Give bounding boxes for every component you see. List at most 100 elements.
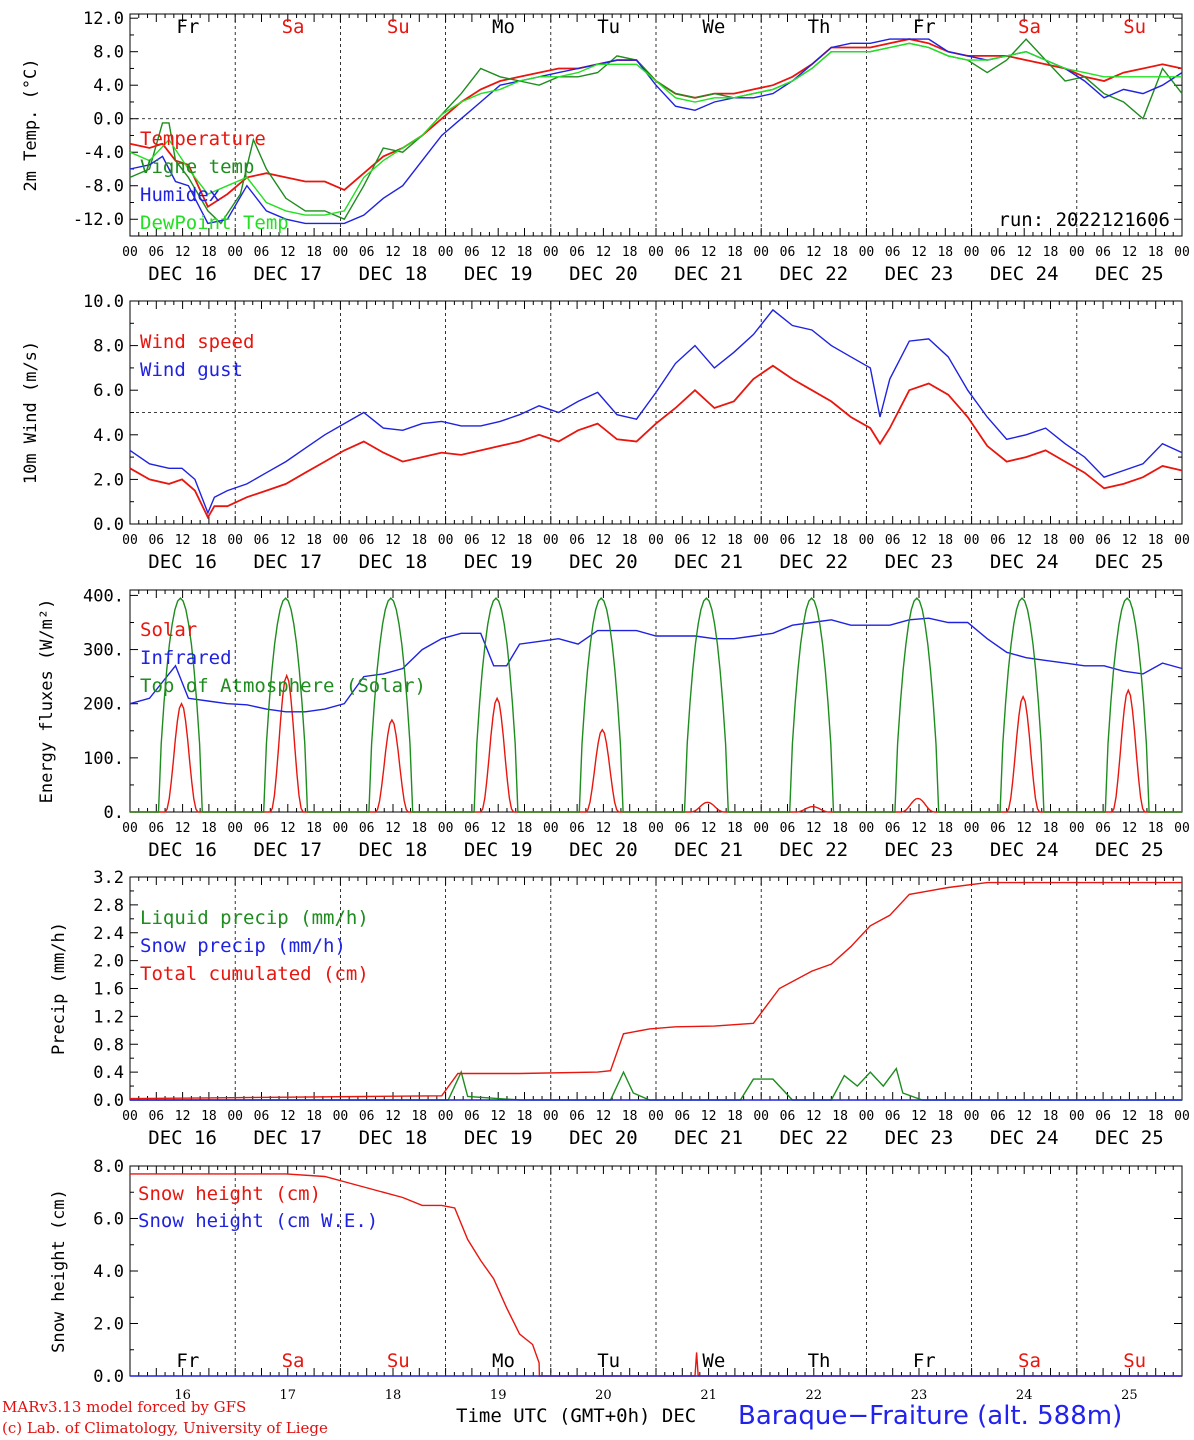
hour-label: 18 bbox=[306, 245, 322, 260]
hour-label: 06 bbox=[254, 1109, 270, 1124]
hour-label: 06 bbox=[885, 1109, 901, 1124]
hour-label: 12 bbox=[490, 1109, 506, 1124]
hour-label: 18 bbox=[201, 533, 217, 548]
hour-label: 12 bbox=[911, 533, 927, 548]
day-label: DEC 16 bbox=[148, 1127, 217, 1149]
day-label: DEC 25 bbox=[1095, 551, 1164, 573]
panel-1 bbox=[129, 13, 1183, 237]
y-tick-label: 2.4 bbox=[93, 924, 124, 944]
day-label: DEC 24 bbox=[990, 263, 1059, 285]
hour-label: 06 bbox=[674, 821, 690, 836]
legend-entry: Snow precip (mm/h) bbox=[140, 935, 346, 957]
hour-label: 00 bbox=[753, 245, 769, 260]
day-label: DEC 17 bbox=[253, 839, 322, 861]
hour-label: 12 bbox=[385, 245, 401, 260]
day-label: DEC 24 bbox=[990, 551, 1059, 573]
hour-label: 18 bbox=[517, 1109, 533, 1124]
hour-label: 18 bbox=[306, 821, 322, 836]
hour-label: 06 bbox=[148, 533, 164, 548]
day-label: DEC 22 bbox=[779, 839, 848, 861]
legend-entry: Infrared bbox=[140, 647, 232, 669]
day-label: DEC 18 bbox=[359, 839, 428, 861]
day-label: DEC 25 bbox=[1095, 263, 1164, 285]
hour-label: 00 bbox=[543, 533, 559, 548]
day-label: DEC 22 bbox=[779, 263, 848, 285]
hour-label: 06 bbox=[780, 1109, 796, 1124]
legend-entry: Vigne temp bbox=[140, 156, 254, 178]
legend-entry: Total cumulated (cm) bbox=[140, 963, 369, 985]
hour-label: 12 bbox=[280, 1109, 296, 1124]
hour-label: 06 bbox=[569, 533, 585, 548]
hour-label: 18 bbox=[1043, 245, 1059, 260]
hour-label: 12 bbox=[280, 533, 296, 548]
day-label: DEC 23 bbox=[885, 1127, 954, 1149]
y-axis-label: Precip (mm/h) bbox=[49, 922, 69, 1055]
series-line-liquid bbox=[130, 1067, 1182, 1101]
hour-label: 00 bbox=[859, 245, 875, 260]
hour-label: 12 bbox=[1122, 1109, 1138, 1124]
y-tick-label: 300. bbox=[83, 641, 124, 661]
hour-label: 12 bbox=[701, 245, 717, 260]
y-tick-label: 12.0 bbox=[83, 9, 124, 29]
legend-entry: Wind gust bbox=[140, 359, 243, 381]
hour-label: 06 bbox=[464, 1109, 480, 1124]
y-tick-label: 0.0 bbox=[93, 1367, 124, 1387]
weekday-label: Fr bbox=[176, 1350, 199, 1372]
hour-label: 12 bbox=[490, 533, 506, 548]
hour-label: 12 bbox=[1016, 1109, 1032, 1124]
hour-label: 00 bbox=[438, 245, 454, 260]
hour-label: 12 bbox=[1122, 533, 1138, 548]
y-tick-label: 1.2 bbox=[93, 1007, 124, 1027]
hour-label: 00 bbox=[122, 1109, 138, 1124]
hour-label: 06 bbox=[359, 1109, 375, 1124]
y-tick-label: 3.2 bbox=[93, 868, 124, 888]
hour-label: 06 bbox=[148, 1109, 164, 1124]
day-label: DEC 21 bbox=[674, 263, 743, 285]
panel-3 bbox=[129, 589, 1183, 813]
y-tick-label: 0.0 bbox=[93, 515, 124, 535]
hour-label: 12 bbox=[701, 821, 717, 836]
hour-label: 00 bbox=[438, 821, 454, 836]
hour-label: 18 bbox=[201, 1109, 217, 1124]
hour-label: 12 bbox=[385, 533, 401, 548]
hour-label: 00 bbox=[648, 533, 664, 548]
hour-label: 06 bbox=[1095, 821, 1111, 836]
hour-label: 12 bbox=[280, 245, 296, 260]
hour-label: 00 bbox=[543, 1109, 559, 1124]
y-tick-label: 0.0 bbox=[93, 110, 124, 130]
series-line-infrared bbox=[129, 617, 1183, 713]
hour-label: 00 bbox=[438, 533, 454, 548]
day-label: DEC 21 bbox=[674, 551, 743, 573]
day-label: DEC 22 bbox=[779, 1127, 848, 1149]
hour-label: 12 bbox=[385, 1109, 401, 1124]
hour-label: 06 bbox=[359, 245, 375, 260]
hour-label: 06 bbox=[1095, 1109, 1111, 1124]
legend-entry: Snow height (cm) bbox=[138, 1183, 321, 1205]
y-tick-label: 200. bbox=[83, 695, 124, 715]
day-label: DEC 23 bbox=[885, 263, 954, 285]
hour-label: 18 bbox=[727, 245, 743, 260]
weekday-label: Sa bbox=[1018, 1350, 1041, 1372]
hour-label: 12 bbox=[806, 533, 822, 548]
hour-label: 18 bbox=[622, 245, 638, 260]
hour-label: 00 bbox=[859, 1109, 875, 1124]
hour-label: 18 bbox=[937, 821, 953, 836]
weekday-label: Mo bbox=[492, 16, 515, 38]
hour-label: 18 bbox=[622, 533, 638, 548]
hour-label: 00 bbox=[648, 821, 664, 836]
hour-label: 12 bbox=[911, 821, 927, 836]
day-label: DEC 23 bbox=[885, 839, 954, 861]
hour-label: 12 bbox=[596, 1109, 612, 1124]
weekday-label: Su bbox=[387, 1350, 410, 1372]
hour-label: 12 bbox=[806, 821, 822, 836]
hour-label: 00 bbox=[333, 1109, 349, 1124]
y-axis-label: 2m Temp. (°C) bbox=[21, 58, 41, 191]
hour-label: 06 bbox=[885, 821, 901, 836]
hour-label: 18 bbox=[201, 245, 217, 260]
day-label: DEC 16 bbox=[148, 839, 217, 861]
hour-label: 06 bbox=[780, 245, 796, 260]
day-label: DEC 17 bbox=[253, 263, 322, 285]
day-label: DEC 19 bbox=[464, 551, 533, 573]
hour-label: 00 bbox=[1069, 821, 1085, 836]
hour-label: 00 bbox=[122, 245, 138, 260]
